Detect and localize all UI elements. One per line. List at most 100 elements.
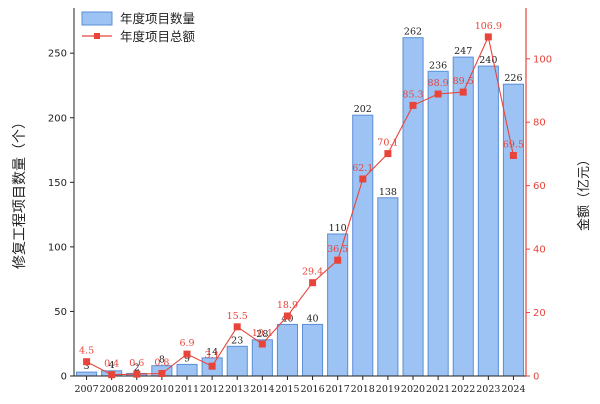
x-tick-label-2020: 2020	[401, 384, 425, 395]
line-label-2008: 0.4	[104, 359, 119, 370]
line-marker-2011	[183, 350, 191, 358]
bar-2015	[276, 323, 298, 377]
x-tick-label-2022: 2022	[451, 384, 475, 395]
line-marker-2012	[208, 362, 216, 370]
x-tick-label-2023: 2023	[476, 384, 500, 395]
line-marker-2016	[309, 279, 317, 287]
bar-label-2009: 2	[134, 362, 140, 373]
bar-label-2020: 262	[404, 27, 422, 38]
legend-line-marker	[94, 33, 100, 39]
total-amount-line	[86, 35, 514, 376]
line-marker-2015	[283, 312, 291, 320]
bar-label-2011: 9	[184, 353, 190, 364]
legend-line-label: 年度项目总额	[120, 29, 196, 44]
line-label-2009: 0.6	[129, 358, 144, 369]
bar-label-2007: 3	[84, 361, 90, 372]
line-marker-2010	[158, 370, 166, 377]
line-marker-2019	[384, 150, 392, 158]
bar-2017	[327, 233, 349, 377]
bar-label-2008: 4	[109, 360, 115, 371]
y2-tick-label-20: 20	[533, 308, 546, 319]
line-label-2012: 3.1	[205, 350, 220, 361]
bar-label-2010: 8	[159, 355, 165, 366]
bar-label-2024: 226	[504, 73, 522, 84]
x-tick-label-2021: 2021	[426, 384, 450, 395]
bar-label-2023: 240	[479, 55, 497, 66]
x-tick-label-2007: 2007	[74, 384, 98, 395]
bar-label-2019: 138	[379, 187, 397, 198]
y2-tick-label-40: 40	[533, 245, 546, 256]
line-marker-2017	[334, 256, 342, 264]
line-marker-2020	[409, 101, 417, 109]
line-label-2024: 69.5	[503, 140, 524, 151]
y-tick-label-100: 100	[48, 242, 67, 253]
line-label-2020: 85.3	[402, 89, 423, 100]
x-tick-label-2010: 2010	[150, 384, 174, 395]
x-tick-label-2016: 2016	[300, 384, 324, 395]
bar-2022	[452, 56, 474, 377]
line-label-2016: 29.4	[302, 267, 323, 278]
y2-axis-title: 金额（亿元）	[576, 153, 592, 231]
bar-2016	[302, 323, 324, 377]
x-tick-label-2018: 2018	[351, 384, 375, 395]
bar-2023	[477, 65, 499, 377]
line-label-2010: 0.8	[154, 357, 169, 368]
x-tick-label-2012: 2012	[200, 384, 224, 395]
bar-2007	[76, 371, 98, 377]
bar-2013	[226, 345, 248, 377]
bar-2024	[502, 83, 524, 377]
y2-tick-label-60: 60	[533, 181, 546, 192]
y-tick-label-0: 0	[61, 372, 67, 383]
line-marker-2018	[359, 175, 367, 183]
bar-label-2016: 40	[307, 313, 319, 324]
bar-label-2022: 247	[454, 46, 472, 57]
bar-label-2014: 28	[256, 329, 268, 340]
line-marker-2014	[258, 340, 266, 348]
line-label-2011: 6.9	[179, 338, 194, 349]
line-marker-2021	[434, 90, 442, 98]
line-label-2017: 36.5	[327, 244, 348, 255]
line-marker-2022	[459, 88, 467, 96]
x-tick-label-2008: 2008	[100, 384, 124, 395]
x-tick-label-2015: 2015	[275, 384, 299, 395]
bar-2019	[377, 197, 399, 377]
x-tick-label-2017: 2017	[326, 384, 350, 395]
line-label-2019: 70.1	[377, 138, 398, 149]
line-marker-2009	[133, 370, 141, 378]
line-label-2007: 4.5	[79, 346, 94, 357]
x-tick-label-2011: 2011	[175, 384, 199, 395]
bar-2011	[176, 363, 198, 377]
x-tick-label-2024: 2024	[501, 384, 525, 395]
y2-tick-label-0: 0	[533, 372, 539, 383]
legend-bar-swatch	[81, 11, 113, 26]
bar-label-2018: 202	[354, 104, 372, 115]
y-tick-label-150: 150	[48, 178, 67, 189]
bar-2021	[427, 70, 449, 377]
legend-bar-label: 年度项目数量	[120, 11, 195, 26]
y-axis-title: 修复工程项目数量（个）	[11, 115, 28, 269]
bar-2018	[352, 114, 374, 377]
line-label-2013: 15.5	[227, 311, 248, 322]
x-tick-label-2014: 2014	[250, 384, 274, 395]
y-tick-label-200: 200	[48, 113, 67, 124]
y2-tick-label-80: 80	[533, 118, 546, 129]
x-tick-label-2009: 2009	[125, 384, 149, 395]
y-tick-label-250: 250	[48, 49, 67, 60]
x-tick-label-2013: 2013	[225, 384, 249, 395]
line-marker-2007	[83, 358, 91, 366]
line-label-2015: 18.9	[277, 300, 298, 311]
line-label-2022: 89.5	[453, 76, 474, 87]
x-tick-label-2019: 2019	[376, 384, 400, 395]
bar-label-2021: 236	[429, 60, 447, 71]
y2-tick-label-100: 100	[533, 54, 552, 65]
line-marker-2023	[484, 33, 492, 41]
line-label-2014: 10.1	[252, 328, 273, 339]
bar-label-2012: 14	[206, 347, 218, 358]
bar-label-2013: 23	[231, 335, 243, 346]
line-label-2021: 88.9	[428, 78, 449, 89]
line-marker-2024	[509, 152, 517, 159]
y-tick-label-50: 50	[54, 307, 67, 318]
line-marker-2013	[233, 323, 241, 331]
